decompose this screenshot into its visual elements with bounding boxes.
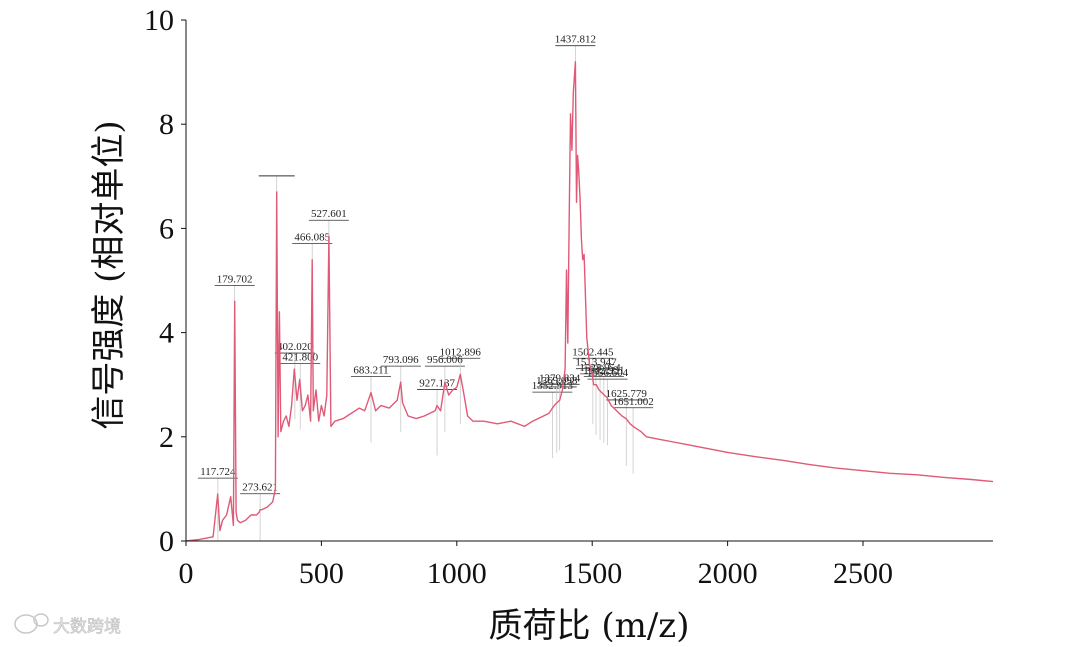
peak-label-text: 793.096 bbox=[383, 354, 419, 366]
peak-label-1542.931: 1542.931 bbox=[583, 365, 624, 443]
peak-label-1513.947: 1513.947 bbox=[575, 357, 617, 435]
peak-label-text: 1513.947 bbox=[575, 357, 617, 369]
peak-label-text: 421.800 bbox=[282, 351, 318, 363]
x-tick-label: 2000 bbox=[698, 557, 758, 590]
spectrum-line bbox=[185, 61, 994, 542]
peak-label-text: 527.601 bbox=[311, 208, 347, 220]
y-axis-title: 信号强度 (相对单位) bbox=[89, 120, 129, 429]
y-tick-label: 6 bbox=[159, 212, 174, 245]
chat-bubble-icon bbox=[14, 613, 49, 634]
peak-label-text: 273.621 bbox=[242, 482, 278, 494]
peak-label-text: 402.020 bbox=[277, 341, 313, 353]
peak-label-117.724: 117.724 bbox=[197, 466, 238, 541]
peak-label-1369.098: 1369.098 bbox=[536, 375, 578, 453]
x-tick-label: 1000 bbox=[427, 557, 487, 590]
peak-label-text: 1502.445 bbox=[572, 346, 614, 358]
y-tick-label: 0 bbox=[159, 525, 174, 558]
peak-label-273.621: 273.621 bbox=[240, 482, 281, 541]
x-tick-label: 0 bbox=[179, 557, 194, 590]
peak-label-1012.896: 1012.896 bbox=[440, 346, 482, 425]
watermark-text: 大数跨境 bbox=[53, 617, 121, 637]
axes bbox=[185, 20, 993, 542]
tick-labels: 0 500 1000 1500 2000 2500 0 2 4 6 8 10 bbox=[144, 4, 893, 590]
peak-label-text: 927.137 bbox=[419, 378, 455, 390]
peak-label-402.020: 402.020 bbox=[274, 341, 315, 420]
peak-label-text: 683.211 bbox=[353, 365, 388, 377]
peak-label-text: 1379.834 bbox=[539, 372, 581, 384]
peak-label-1625.779: 1625.779 bbox=[606, 388, 648, 466]
peak-label-text: 466.085 bbox=[294, 232, 330, 244]
y-tick-label: 4 bbox=[159, 317, 174, 350]
x-tick-label: 500 bbox=[299, 557, 344, 590]
peak-label-text: 179.702 bbox=[217, 273, 253, 285]
peak-label-683.211: 683.211 bbox=[351, 365, 392, 443]
peak-label-1502.445: 1502.445 bbox=[572, 346, 614, 425]
x-axis-title: 质荷比 (m/z) bbox=[489, 606, 690, 646]
peak-label-text: 956.006 bbox=[427, 354, 463, 366]
peak-label-text: 1012.896 bbox=[440, 346, 482, 358]
peak-label-text: 1651.002 bbox=[612, 396, 653, 408]
y-tick-label: 8 bbox=[159, 108, 174, 141]
y-tick-label: 10 bbox=[144, 4, 174, 37]
peak-label-text: 1556.604 bbox=[587, 367, 629, 379]
y-tick-label: 2 bbox=[159, 421, 174, 454]
peak-label-text: 1437.812 bbox=[555, 34, 596, 46]
peak-label-1651.002: 1651.002 bbox=[612, 396, 654, 474]
peak-label-793.096: 793.096 bbox=[380, 354, 421, 433]
x-tick-label: 2500 bbox=[833, 557, 893, 590]
peak-label-text: 1542.931 bbox=[583, 365, 624, 377]
x-tick-label: 1500 bbox=[562, 557, 622, 590]
peak-label-956.006: 956.006 bbox=[424, 354, 465, 433]
peak-label-text: 117.724 bbox=[200, 466, 236, 478]
peak-label-1556.604: 1556.604 bbox=[587, 367, 629, 446]
peak-label-text: 1625.779 bbox=[606, 388, 648, 400]
watermark: 大数跨境 bbox=[14, 613, 121, 637]
peak-label-1379.834: 1379.834 bbox=[539, 372, 581, 451]
